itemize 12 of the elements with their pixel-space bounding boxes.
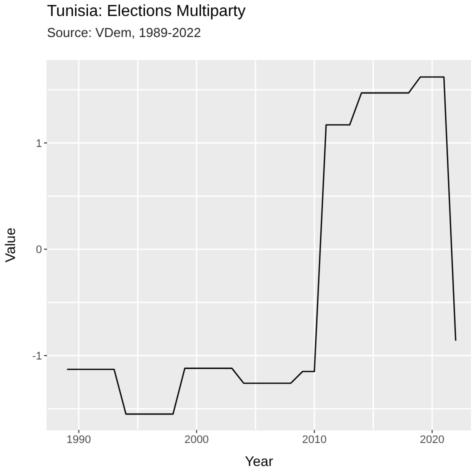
x-tick-label: 2000 — [184, 434, 209, 446]
chart-title: Tunisia: Elections Multiparty — [47, 3, 246, 21]
x-tick-label: 2010 — [302, 434, 327, 446]
y-tick-label: -1 — [32, 350, 42, 362]
line-series — [66, 76, 456, 415]
x-tick-label: 1990 — [66, 434, 92, 446]
y-tick-label: 1 — [36, 138, 42, 150]
y-axis-title: Value — [2, 227, 18, 262]
chart-subtitle: Source: VDem, 1989-2022 — [47, 25, 201, 40]
x-tick-label: 2020 — [420, 434, 444, 446]
x-axis-title: Year — [244, 453, 274, 469]
y-tick-label: 0 — [36, 244, 42, 256]
